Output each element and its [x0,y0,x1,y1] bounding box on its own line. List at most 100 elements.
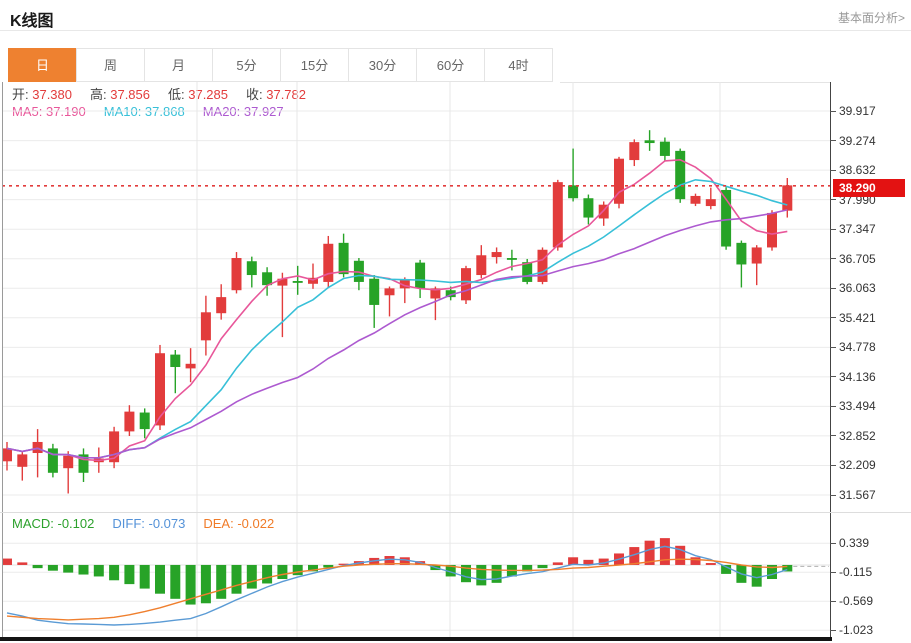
ohlc-readout: 开: 37.380 高: 37.856 低: 37.285 收: 37.782 [12,84,324,103]
macd-hist-bar [568,557,579,565]
candle-body [262,272,273,286]
candle-body [782,185,793,211]
price-axis-label: 32.209 [839,458,876,473]
price-axis-label: 39.274 [839,133,876,148]
macd-readout: MACD: -0.102 DIFF: -0.073 DEA: -0.022 [12,516,292,531]
price-tick [830,435,836,437]
price-tick [830,110,836,112]
macd-hist-bar [155,564,165,594]
macd-hist-bar [552,562,563,565]
candle-body [399,279,410,289]
tab-日[interactable]: 日 [8,48,77,82]
candle-body [415,262,426,289]
price-tick [830,140,836,142]
candle-body [277,278,288,286]
macd-axis-label: -1.023 [839,623,874,638]
candle-body [552,182,563,248]
macd-hist-bar [522,564,533,572]
macd-hist-bar [124,564,135,585]
macd-hist-bar [598,558,609,565]
tab-15分[interactable]: 15分 [280,48,349,82]
macd-hist-bar [246,564,257,589]
macd-hist-bar [17,562,28,565]
macd-hist-bar [629,547,640,565]
candle-body [170,354,181,368]
candle-body [537,249,548,282]
price-axis-label: 35.421 [839,310,876,325]
macd-axis-label: -0.569 [839,594,874,609]
price-tick [830,169,836,171]
price-tick [830,287,836,289]
candle-body [644,140,655,144]
macd-hist-bar [476,564,487,586]
price-tick [830,199,836,201]
macd-tick [830,571,836,573]
fundamental-analysis-link[interactable]: 基本面分析> [837,11,905,25]
candle-body [522,262,533,282]
macd-tick [830,542,836,544]
candle-body [506,258,517,260]
tab-4时[interactable]: 4时 [484,48,553,82]
candle-body [369,278,380,305]
macd-hist-bar [644,540,655,565]
candle-body [614,158,624,204]
candle-body [63,455,74,469]
macd-axis-label: -0.115 [839,565,873,580]
candle-body [246,261,257,276]
macd-hist-bar [721,564,732,574]
plot-left-border [2,82,3,637]
tab-周[interactable]: 周 [76,48,145,82]
candle-body [231,258,242,291]
dea-line [6,558,788,621]
kline-chart-canvas[interactable] [0,82,832,638]
candle-body [705,199,716,207]
macd-hist-bar [47,564,58,571]
candle-body [675,150,686,200]
candle-body [139,412,150,430]
candle-body [384,288,395,296]
tab-5分[interactable]: 5分 [212,48,281,82]
price-tick [830,376,836,378]
macd-hist-bar [308,564,318,572]
macd-hist-bar [93,564,104,577]
legend-item: 低: 37.285 [168,87,228,102]
macd-hist-bar [139,564,150,589]
candle-body [155,353,165,426]
candle-body [491,252,502,258]
price-axis-label: 39.917 [839,104,876,118]
tab-row-filler [560,48,830,83]
macd-hist-bar [292,564,303,576]
price-tick [830,228,836,230]
macd-hist-bar [231,564,242,594]
macd-tick [830,629,836,631]
candle-body [2,448,12,462]
candle-body [338,242,349,275]
candle-body [109,431,120,463]
candle-body [78,454,89,473]
macd-hist-bar [323,564,334,568]
candle-body [751,247,762,264]
macd-hist-bar [216,564,227,599]
price-tick [830,494,836,496]
macd-hist-bar [675,545,686,565]
tab-60分[interactable]: 60分 [416,48,485,82]
candle-body [292,281,303,283]
price-axis-line [830,82,831,638]
price-axis-label: 34.778 [839,340,876,355]
macd-tick [830,600,836,602]
candle-body [185,363,196,369]
tab-30分[interactable]: 30分 [348,48,417,82]
legend-item: 收: 37.782 [246,87,306,102]
macd-hist-bar [583,559,594,565]
price-axis-label: 36.705 [839,251,876,266]
macd-hist-bar [2,558,12,565]
macd-hist-bar [32,564,43,569]
macd-hist-bar [767,564,777,580]
tab-月[interactable]: 月 [144,48,213,82]
candle-body [47,448,58,473]
macd-hist-bar [78,564,89,575]
candle-body [308,277,318,284]
macd-hist-bar [445,564,456,577]
macd-hist-bar [659,538,670,565]
candle-body [736,242,747,265]
